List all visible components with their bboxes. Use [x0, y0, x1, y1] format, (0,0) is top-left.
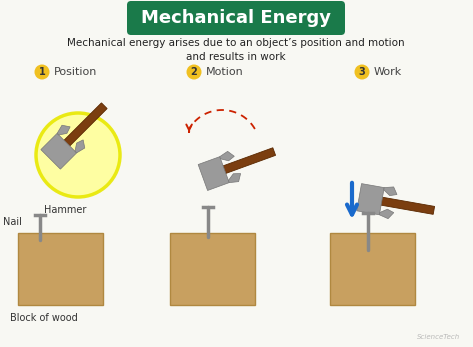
Polygon shape — [384, 187, 397, 196]
Polygon shape — [379, 197, 435, 214]
Text: Mechanical energy arises due to an object’s position and motion
and results in w: Mechanical energy arises due to an objec… — [67, 38, 405, 62]
Text: 2: 2 — [191, 67, 197, 77]
FancyBboxPatch shape — [127, 1, 345, 35]
Polygon shape — [357, 184, 384, 215]
Text: ScienceTech: ScienceTech — [417, 334, 460, 340]
Polygon shape — [62, 103, 107, 147]
Bar — [18, 233, 103, 305]
Polygon shape — [221, 148, 276, 174]
Circle shape — [354, 65, 369, 79]
Text: Position: Position — [54, 67, 97, 77]
Text: Hammer: Hammer — [44, 205, 86, 215]
Circle shape — [35, 65, 50, 79]
Text: Mechanical Energy: Mechanical Energy — [141, 9, 331, 27]
Text: Nail: Nail — [3, 217, 22, 227]
Polygon shape — [228, 174, 241, 183]
Polygon shape — [57, 125, 70, 135]
Circle shape — [36, 113, 120, 197]
Bar — [170, 233, 255, 305]
Circle shape — [186, 65, 201, 79]
Text: Motion: Motion — [206, 67, 244, 77]
Text: Work: Work — [374, 67, 402, 77]
Polygon shape — [75, 140, 85, 153]
Bar — [330, 233, 415, 305]
Polygon shape — [220, 151, 234, 161]
Polygon shape — [379, 209, 394, 219]
Text: Block of wood: Block of wood — [10, 313, 78, 323]
Text: 1: 1 — [39, 67, 45, 77]
Polygon shape — [198, 157, 229, 191]
Polygon shape — [41, 133, 77, 169]
Text: 3: 3 — [359, 67, 365, 77]
